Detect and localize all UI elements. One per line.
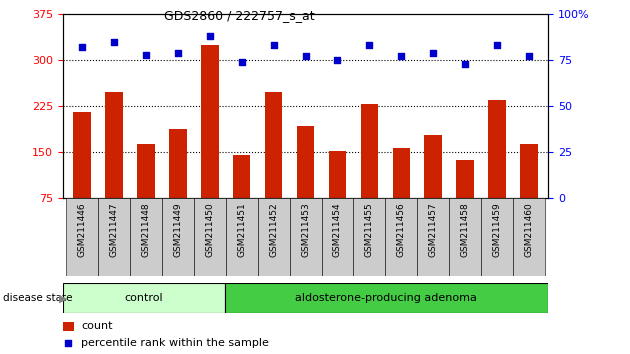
Bar <box>481 198 513 276</box>
Text: GSM211460: GSM211460 <box>524 202 534 257</box>
Text: percentile rank within the sample: percentile rank within the sample <box>81 338 269 348</box>
Point <box>396 54 406 59</box>
Bar <box>194 198 226 276</box>
Point <box>205 33 215 39</box>
Text: GSM211449: GSM211449 <box>173 202 183 257</box>
Text: GSM211452: GSM211452 <box>269 202 278 257</box>
Point <box>364 42 374 48</box>
Text: GSM211458: GSM211458 <box>461 202 469 257</box>
Point <box>109 39 119 45</box>
Text: GSM211455: GSM211455 <box>365 202 374 257</box>
Point <box>268 42 278 48</box>
Bar <box>225 283 548 313</box>
Text: GSM211447: GSM211447 <box>110 202 118 257</box>
Bar <box>73 112 91 244</box>
Point <box>237 59 247 65</box>
Bar <box>137 144 155 244</box>
Bar <box>226 198 258 276</box>
Bar <box>63 322 74 331</box>
Bar <box>98 198 130 276</box>
Text: count: count <box>81 321 113 331</box>
Bar <box>353 198 386 276</box>
Text: GSM211456: GSM211456 <box>397 202 406 257</box>
Text: GSM211454: GSM211454 <box>333 202 342 257</box>
Bar <box>258 198 290 276</box>
Text: GSM211457: GSM211457 <box>428 202 438 257</box>
Bar <box>488 100 506 244</box>
Bar <box>66 198 98 276</box>
Bar <box>329 151 346 244</box>
Bar <box>456 160 474 244</box>
Bar <box>105 92 123 244</box>
Bar <box>513 198 545 276</box>
Bar <box>63 283 225 313</box>
Bar <box>360 104 378 244</box>
Bar <box>425 135 442 244</box>
Text: GSM211453: GSM211453 <box>301 202 310 257</box>
Bar <box>233 155 251 244</box>
Bar <box>417 198 449 276</box>
Point <box>141 52 151 57</box>
Bar <box>290 198 321 276</box>
Bar <box>386 198 417 276</box>
Text: GSM211450: GSM211450 <box>205 202 214 257</box>
Text: GSM211459: GSM211459 <box>493 202 501 257</box>
Point <box>333 57 343 63</box>
Text: aldosterone-producing adenoma: aldosterone-producing adenoma <box>295 293 478 303</box>
Point <box>63 340 73 346</box>
Text: ▶: ▶ <box>59 293 67 303</box>
Bar <box>265 92 282 244</box>
Point <box>301 54 311 59</box>
Text: GSM211451: GSM211451 <box>238 202 246 257</box>
Point <box>77 45 87 50</box>
Bar <box>297 126 314 244</box>
Bar <box>520 144 538 244</box>
Bar <box>130 198 162 276</box>
Text: GSM211448: GSM211448 <box>142 202 151 257</box>
Bar <box>162 198 194 276</box>
Bar <box>201 45 219 244</box>
Point <box>428 50 438 56</box>
Bar <box>449 198 481 276</box>
Point <box>460 61 470 67</box>
Point <box>492 42 502 48</box>
Text: GSM211446: GSM211446 <box>77 202 87 257</box>
Point <box>524 54 534 59</box>
Text: control: control <box>125 293 163 303</box>
Text: GDS2860 / 222757_s_at: GDS2860 / 222757_s_at <box>164 9 315 22</box>
Point <box>173 50 183 56</box>
Bar <box>169 129 186 244</box>
Bar <box>392 148 410 244</box>
Bar <box>321 198 353 276</box>
Text: disease state: disease state <box>3 293 72 303</box>
